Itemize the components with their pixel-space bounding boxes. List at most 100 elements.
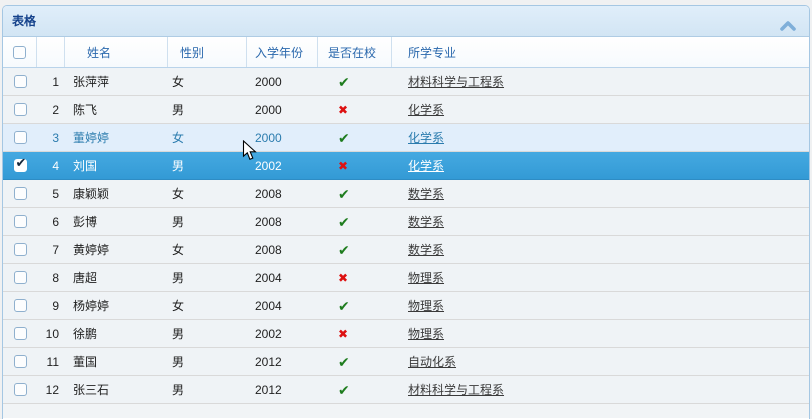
header-cell-select — [3, 37, 37, 67]
select-all-checkbox[interactable] — [13, 45, 26, 59]
row-checkbox[interactable] — [13, 215, 27, 228]
table-row[interactable]: 3 董婷婷 女 2000 ✔ 化学系 — [3, 124, 809, 152]
table-row[interactable]: 12 张三石 男 2012 ✔ 材料科学与工程系 — [3, 376, 809, 404]
major-link[interactable]: 物理系 — [408, 299, 445, 313]
header-cell-year[interactable]: 入学年份 — [247, 37, 318, 67]
row-checkbox[interactable] — [13, 131, 27, 144]
cell-year: 2004 — [255, 298, 282, 313]
cell-rownumber: 6 — [52, 214, 59, 229]
cell-name: 黄婷婷 — [73, 243, 110, 257]
cell-gender: 女 — [172, 131, 185, 145]
chevron-up-icon — [780, 21, 796, 31]
cell-major: 数学系 — [392, 236, 809, 263]
cell-select — [3, 376, 37, 403]
cell-major: 自动化系 — [392, 348, 809, 375]
cell-enrolled: ✔ — [318, 208, 392, 235]
cell-rownumber: 12 — [45, 382, 59, 397]
major-link[interactable]: 材料科学与工程系 — [408, 383, 505, 397]
row-checkbox[interactable] — [13, 187, 27, 200]
major-link[interactable]: 化学系 — [408, 131, 445, 145]
cell-year: 2008 — [255, 214, 282, 229]
major-link[interactable]: 化学系 — [408, 159, 445, 173]
cell-major: 物理系 — [392, 264, 809, 291]
cell-gender: 男 — [172, 103, 185, 117]
cell-major: 化学系 — [392, 124, 809, 151]
cell-rownumber: 4 — [52, 158, 59, 173]
cell-gender: 男 — [172, 215, 185, 229]
table-row[interactable]: 7 黄婷婷 女 2008 ✔ 数学系 — [3, 236, 809, 264]
row-checkbox[interactable] — [13, 271, 27, 284]
check-icon: ✔ — [338, 353, 350, 370]
cell-major: 材料科学与工程系 — [392, 376, 809, 403]
table-row[interactable]: 1 张萍萍 女 2000 ✔ 材料科学与工程系 — [3, 68, 809, 96]
cell-year: 2012 — [255, 354, 282, 369]
row-checkbox[interactable] — [13, 243, 27, 256]
major-link[interactable]: 数学系 — [408, 187, 445, 201]
cell-gender: 男 — [172, 383, 185, 397]
table-row[interactable]: 6 彭博 男 2008 ✔ 数学系 — [3, 208, 809, 236]
table-row[interactable]: 10 徐鹏 男 2002 ✖ 物理系 — [3, 320, 809, 348]
cell-gender: 男 — [172, 271, 185, 285]
cross-icon: ✖ — [338, 326, 349, 341]
cell-select — [3, 180, 37, 207]
cell-enrolled: ✔ — [318, 348, 392, 375]
header-cell-enrolled[interactable]: 是否在校 — [318, 37, 392, 67]
major-link[interactable]: 自动化系 — [408, 355, 457, 369]
major-link[interactable]: 物理系 — [408, 271, 445, 285]
check-icon: ✔ — [338, 213, 350, 230]
table-row[interactable]: ✔ 4 刘国 男 2002 ✖ 化学系 — [3, 152, 809, 180]
cell-select: ✔ — [3, 152, 37, 179]
cell-select — [3, 208, 37, 235]
table-row[interactable]: 2 陈飞 男 2000 ✖ 化学系 — [3, 96, 809, 124]
cell-rownumber: 10 — [45, 326, 59, 341]
table-row[interactable]: 11 董国 男 2012 ✔ 自动化系 — [3, 348, 809, 376]
cell-gender: 男 — [172, 159, 185, 173]
cell-rownumber: 9 — [52, 298, 59, 313]
cell-name: 刘国 — [73, 159, 98, 173]
cell-gender: 女 — [172, 299, 185, 313]
cell-enrolled: ✖ — [318, 264, 392, 291]
check-icon: ✔ — [338, 381, 350, 398]
cell-enrolled: ✖ — [318, 152, 392, 179]
row-checkbox[interactable] — [13, 383, 27, 396]
major-link[interactable]: 化学系 — [408, 103, 445, 117]
row-checkbox[interactable] — [13, 355, 27, 368]
header-cell-name[interactable]: 姓名 — [65, 37, 168, 67]
cell-gender: 男 — [172, 327, 185, 341]
row-checkbox[interactable] — [13, 103, 27, 116]
row-checkbox[interactable]: ✔ — [13, 156, 27, 172]
major-link[interactable]: 数学系 — [408, 243, 445, 257]
check-icon: ✔ — [338, 241, 350, 258]
cross-icon: ✖ — [338, 270, 349, 285]
cell-major: 化学系 — [392, 152, 809, 179]
header-cell-gender[interactable]: 性别 — [168, 37, 247, 67]
cell-rownumber: 3 — [52, 130, 59, 145]
row-checkbox[interactable] — [13, 75, 27, 88]
cell-major: 数学系 — [392, 208, 809, 235]
check-icon: ✔ — [338, 73, 350, 90]
cell-gender: 女 — [172, 243, 185, 257]
check-icon: ✔ — [338, 297, 350, 314]
cell-name: 康颖颖 — [73, 187, 110, 201]
major-link[interactable]: 数学系 — [408, 215, 445, 229]
major-link[interactable]: 材料科学与工程系 — [408, 75, 505, 89]
cell-name: 徐鹏 — [73, 327, 98, 341]
cell-year: 2000 — [255, 74, 282, 89]
table-row[interactable]: 8 唐超 男 2004 ✖ 物理系 — [3, 264, 809, 292]
major-link[interactable]: 物理系 — [408, 327, 445, 341]
row-checkbox[interactable] — [13, 327, 27, 340]
collapse-button[interactable] — [779, 14, 797, 31]
table-row[interactable]: 9 杨婷婷 女 2004 ✔ 物理系 — [3, 292, 809, 320]
cell-select — [3, 320, 37, 347]
table-body: 1 张萍萍女 2000 ✔ 材料科学与工程系 2 陈飞男 2000 ✖ 化学系 3 董婷婷女 2000 ✔… — [3, 68, 809, 404]
cell-name: 唐超 — [73, 271, 98, 285]
cross-icon: ✖ — [338, 102, 349, 117]
header-cell-major[interactable]: 所学专业 — [408, 45, 457, 60]
cell-name: 杨婷婷 — [73, 299, 110, 313]
cell-rownumber: 2 — [52, 102, 59, 117]
cell-rownumber: 8 — [52, 270, 59, 285]
cross-icon: ✖ — [338, 158, 349, 173]
cell-major: 化学系 — [392, 96, 809, 123]
row-checkbox[interactable] — [13, 299, 27, 312]
table-row[interactable]: 5 康颖颖 女 2008 ✔ 数学系 — [3, 180, 809, 208]
